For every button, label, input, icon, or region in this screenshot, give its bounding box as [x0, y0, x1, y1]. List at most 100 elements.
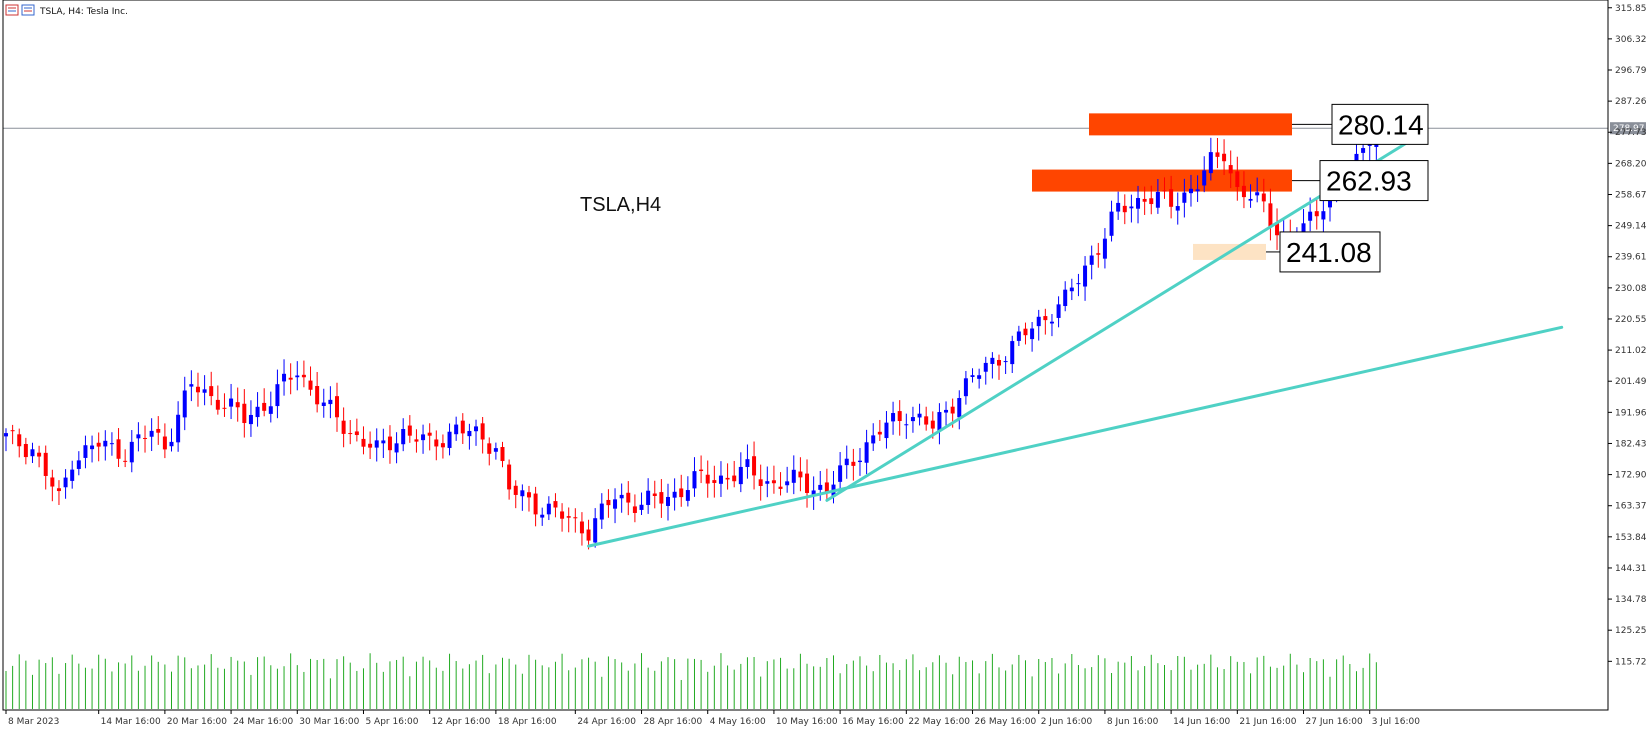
candle	[354, 418, 359, 442]
candle	[983, 356, 988, 385]
candle	[460, 413, 465, 445]
y-tick-label: 125.25	[1615, 626, 1647, 636]
candle	[560, 503, 565, 532]
chart-window-icon[interactable]	[5, 4, 35, 16]
candle	[1208, 137, 1213, 181]
candle	[778, 472, 783, 496]
trendlines[interactable]	[587, 139, 1564, 548]
candle	[195, 372, 200, 407]
x-tick-label: 14 Mar 16:00	[101, 717, 161, 727]
candle	[500, 441, 505, 468]
candle	[116, 428, 121, 468]
level-label-box: 262.93	[1319, 160, 1429, 202]
candle	[897, 400, 902, 436]
level-labels: 280.14 262.93 241.08	[1266, 103, 1429, 273]
candle	[1056, 296, 1061, 328]
candle	[1169, 175, 1174, 219]
candle	[440, 434, 445, 459]
plot-frame	[2, 0, 1609, 711]
candle	[1235, 156, 1240, 201]
candle	[1096, 242, 1101, 268]
candle	[268, 391, 273, 423]
candle	[295, 361, 300, 391]
candle	[632, 494, 637, 523]
candle	[758, 464, 763, 501]
candle	[1129, 194, 1134, 223]
candle	[718, 461, 723, 497]
y-tick-label: 249.14	[1615, 222, 1647, 232]
candle	[599, 493, 604, 529]
chart-header-title: TSLA, H4: Tesla Inc.	[39, 7, 128, 17]
x-tick-label: 24 Mar 16:00	[233, 717, 293, 727]
candle	[877, 419, 882, 442]
y-tick-label: 163.37	[1615, 502, 1647, 512]
candle	[666, 483, 670, 521]
y-tick-label: 306.32	[1615, 35, 1647, 45]
candle	[646, 478, 651, 514]
candle	[692, 457, 697, 497]
candle	[361, 426, 366, 455]
candle	[785, 466, 790, 493]
candle	[242, 389, 247, 438]
y-tick-label: 268.20	[1615, 159, 1647, 169]
candle	[1116, 191, 1121, 220]
candle	[732, 460, 737, 488]
candle	[1043, 308, 1048, 335]
candle	[1036, 309, 1041, 341]
candle	[43, 445, 48, 490]
candle	[1162, 177, 1167, 199]
candle	[374, 428, 379, 462]
candle	[63, 469, 68, 499]
candle	[818, 471, 823, 501]
level-zone[interactable]	[1032, 169, 1292, 192]
x-tick-label: 30 Mar 16:00	[299, 717, 359, 727]
candle	[626, 481, 631, 516]
candle	[368, 431, 373, 460]
candle	[652, 480, 657, 509]
symbol-watermark: TSLA,H4	[580, 194, 661, 216]
trendline[interactable]	[825, 139, 1411, 502]
candle	[811, 476, 816, 510]
candle	[520, 484, 525, 511]
candle	[308, 366, 313, 396]
candle	[864, 429, 869, 475]
y-tick-label: 315.85	[1615, 4, 1647, 14]
y-tick-label: 220.55	[1615, 315, 1647, 325]
candle	[1261, 178, 1266, 213]
x-tick-label: 28 Apr 16:00	[644, 717, 703, 727]
y-tick-label: 134.78	[1615, 595, 1647, 605]
candle	[884, 411, 889, 449]
candle	[103, 430, 108, 461]
candle	[401, 418, 406, 452]
candle	[421, 424, 426, 454]
current-price-value: 278.97	[1613, 124, 1645, 134]
level-label-box: 280.14	[1331, 103, 1429, 145]
candle	[262, 388, 267, 417]
candle	[546, 496, 551, 521]
candle	[1222, 139, 1227, 176]
candle	[156, 416, 161, 445]
candle	[1083, 256, 1088, 301]
candle	[513, 480, 518, 509]
candle	[4, 428, 8, 452]
x-tick-label: 4 May 16:00	[710, 717, 766, 727]
level-zone[interactable]	[1089, 113, 1292, 136]
candle	[1069, 278, 1074, 301]
trendline[interactable]	[587, 325, 1564, 548]
x-tick-label: 8 Jun 16:00	[1107, 717, 1159, 727]
candle	[275, 369, 280, 419]
candle	[189, 370, 194, 402]
candle	[838, 452, 843, 493]
candle	[1010, 335, 1015, 374]
x-tick-label: 14 Jun 16:00	[1173, 717, 1230, 727]
candle	[229, 383, 234, 420]
x-tick-label: 26 May 16:00	[975, 717, 1037, 727]
candle	[606, 489, 611, 518]
candle	[1049, 314, 1054, 337]
current-price-tag: 278.97	[1610, 122, 1646, 134]
candle	[434, 430, 439, 461]
candle	[1063, 281, 1068, 312]
candle	[963, 370, 968, 405]
